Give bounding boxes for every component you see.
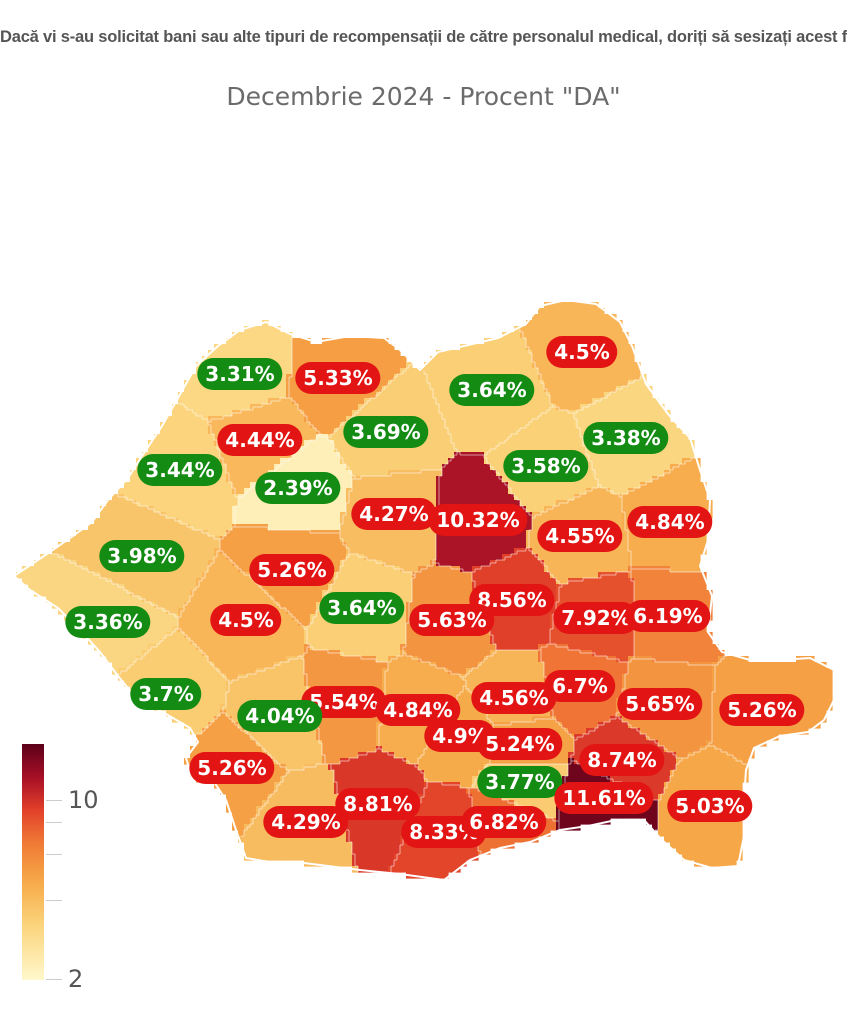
county-value-label: 5.24%: [477, 728, 563, 760]
county-value-label: 5.03%: [667, 790, 753, 822]
county-value-label: 3.69%: [343, 416, 429, 448]
county-borders: [52, 329, 749, 875]
county-value-label: 5.63%: [409, 604, 495, 636]
county-value-label: 8.81%: [335, 788, 421, 820]
county-value-label: 6.7%: [544, 670, 616, 702]
county-value-label: 4.5%: [546, 336, 618, 368]
county-value-label: 4.27%: [351, 498, 437, 530]
county-value-label: 8.74%: [579, 744, 665, 776]
county-value-label: 10.32%: [428, 504, 528, 536]
legend-max-label: 10: [68, 786, 99, 814]
county-value-label: 2.39%: [255, 472, 341, 504]
legend-tick: [46, 822, 62, 823]
county-value-label: 11.61%: [554, 782, 654, 814]
county-value-label: 5.26%: [189, 752, 275, 784]
county-value-label: 3.64%: [319, 592, 405, 624]
county-value-label: 4.29%: [263, 806, 349, 838]
county-value-label: 4.84%: [627, 506, 713, 538]
county-value-label: 3.44%: [137, 454, 223, 486]
county-value-label: 5.26%: [249, 554, 335, 586]
county-value-label: 3.98%: [99, 540, 185, 572]
county-value-label: 5.26%: [719, 694, 805, 726]
county-value-label: 3.36%: [65, 606, 151, 638]
legend-tick: [46, 800, 62, 801]
county-value-label: 3.7%: [130, 678, 202, 710]
county-value-label: 3.38%: [583, 422, 669, 454]
county-value-label: 5.65%: [617, 688, 703, 720]
chart-title: Dacă vi s-au solicitat bani sau alte tip…: [0, 28, 847, 46]
county-value-label: 4.04%: [237, 700, 323, 732]
legend-tick: [46, 900, 62, 901]
county-value-label: 4.44%: [217, 424, 303, 456]
county-value-label: 6.82%: [461, 806, 547, 838]
color-scale-legend: [22, 744, 44, 980]
county-value-label: 5.33%: [295, 362, 381, 394]
county-value-label: 3.77%: [477, 766, 563, 798]
legend-min-label: 2: [68, 965, 84, 993]
chart-subtitle: Decembrie 2024 - Procent "DA": [226, 82, 621, 111]
county-value-label: 4.56%: [471, 682, 557, 714]
county-value-label: 4.5%: [210, 604, 282, 636]
legend-tick: [46, 854, 62, 855]
county-value-label: 7.92%: [553, 602, 639, 634]
county-value-label: 6.19%: [625, 600, 711, 632]
county-value-label: 3.64%: [449, 374, 535, 406]
county-value-label: 3.31%: [197, 358, 283, 390]
county-value-label: 4.55%: [537, 520, 623, 552]
county-value-label: 3.58%: [503, 450, 589, 482]
county-value-label: 4.84%: [375, 694, 461, 726]
legend-tick: [46, 979, 62, 980]
country-outline: [12, 298, 835, 882]
